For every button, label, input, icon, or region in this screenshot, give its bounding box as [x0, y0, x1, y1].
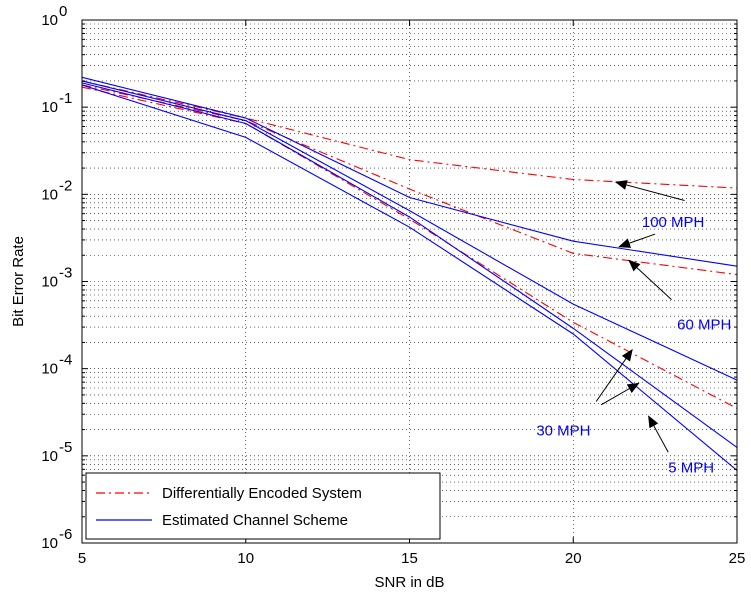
annotation-label: 100 MPH [642, 214, 705, 231]
legend: Differentially Encoded System Estimated C… [85, 472, 441, 540]
y-tick-base: 10 [41, 12, 58, 29]
y-tick-label: 10-4 [41, 352, 72, 378]
y-tick-exponent: -1 [59, 90, 72, 107]
annotations: 100 MPH 60 MPH 30 MPH 5 MPH [536, 180, 731, 477]
series-line-estimated-30-mph [81, 82, 738, 448]
x-tick-label: 15 [401, 550, 418, 567]
annotation-label: 5 MPH [668, 460, 714, 477]
x-tick-label: 5 [78, 550, 86, 567]
y-tick-base: 10 [41, 448, 58, 465]
x-axis-title: SNR in dB [374, 574, 444, 591]
annotation-arrow [595, 348, 633, 402]
annotation-arrow [600, 382, 640, 406]
annotation-arrow [614, 180, 685, 201]
annotation-label: 30 MPH [536, 423, 590, 440]
y-tick-exponent: -2 [59, 177, 72, 194]
y-tick-label: 10-1 [41, 90, 72, 116]
y-tick-exponent: -6 [59, 526, 72, 543]
y-tick-exponent: -3 [59, 265, 72, 282]
legend-box [85, 472, 441, 540]
series-line-differential-60-mph [81, 84, 738, 276]
legend-label: Differentially Encoded System [162, 485, 362, 502]
y-tick-label: 100 [41, 3, 67, 29]
series-line-estimated-60-mph [81, 80, 738, 381]
annotation-arrow [648, 415, 669, 453]
annotation-label: 60 MPH [677, 317, 731, 334]
y-tick-exponent: -4 [59, 352, 72, 369]
y-tick-base: 10 [41, 99, 58, 116]
y-tick-label: 10-5 [41, 439, 72, 465]
y-tick-base: 10 [41, 535, 58, 552]
y-axis-title: Bit Error Rate [10, 236, 27, 327]
annotation-arrow [628, 259, 672, 300]
x-tick-label: 25 [729, 550, 746, 567]
y-tick-base: 10 [41, 186, 58, 203]
legend-label: Estimated Channel Scheme [162, 512, 348, 529]
series-line-estimated-100-mph [81, 76, 738, 267]
y-tick-label: 10-6 [41, 526, 72, 552]
annotation-arrow [618, 233, 656, 248]
x-tick-label: 20 [565, 550, 582, 567]
y-tick-exponent: 0 [59, 3, 67, 20]
y-tick-exponent: -5 [59, 439, 72, 456]
y-tick-base: 10 [41, 361, 58, 378]
series-line-estimated-5-mph [81, 84, 738, 471]
series-line-differential-100-mph [81, 80, 738, 189]
y-tick-label: 10-3 [41, 265, 72, 291]
y-tick-base: 10 [41, 274, 58, 291]
y-tick-label: 10-2 [41, 177, 72, 203]
x-tick-label: 10 [237, 550, 254, 567]
